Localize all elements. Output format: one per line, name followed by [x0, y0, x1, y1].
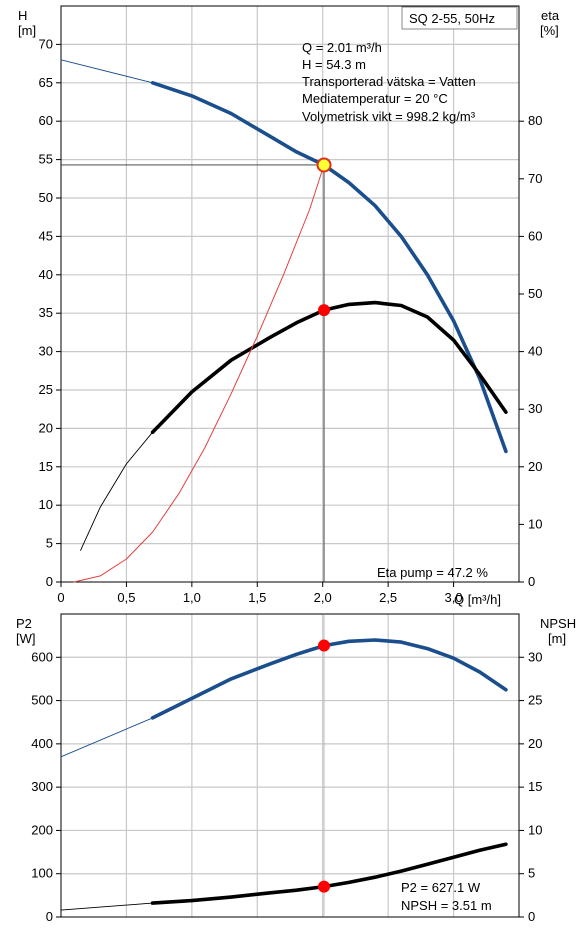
model-label-box — [401, 6, 518, 30]
series-line-3 — [150, 842, 508, 905]
top-grid — [61, 6, 519, 582]
right-tick-label: 80 — [528, 113, 542, 128]
bottom-plot-frame — [60, 613, 520, 918]
left-tick-label: 35 — [39, 305, 53, 320]
top-left-axis: 0 5 10 15 20 25 30 35 40 45 50 55 60 65 70 — [39, 36, 61, 589]
x-tick-label: 3,0 — [445, 590, 463, 605]
duty-point-marker — [316, 157, 332, 173]
left-tick-label: 20 — [39, 420, 53, 435]
npsh-axis-name: NPSH — [540, 616, 576, 631]
p2-readout: P2 = 627.1 W — [401, 880, 481, 895]
operating-point-marker — [318, 304, 331, 317]
left-tick-label: 400 — [31, 736, 53, 751]
h-axis-unit: [m] — [18, 23, 36, 38]
left-tick-label: 0 — [46, 574, 53, 589]
top-series — [60, 59, 508, 583]
x-tick-label: 0,5 — [117, 590, 135, 605]
x-tick-label: 1,5 — [248, 590, 266, 605]
left-tick-label: 300 — [31, 779, 53, 794]
series-line-2 — [80, 431, 154, 551]
info-line-h: H = 54.3 m — [302, 57, 366, 72]
bottom-right-axis: 0 5 10 15 20 25 30 — [519, 649, 542, 924]
info-line-q: Q = 2.01 m³/h — [302, 40, 382, 55]
right-tick-label: 10 — [528, 516, 542, 531]
series-line-0 — [60, 717, 154, 758]
bottom-grid — [61, 614, 519, 917]
eta-axis-unit: [%] — [540, 23, 559, 38]
right-tick-label: 0 — [528, 574, 535, 589]
right-tick-label: 50 — [528, 286, 542, 301]
left-tick-label: 10 — [39, 497, 53, 512]
h-axis-name: H — [18, 8, 27, 23]
series-line-1 — [150, 638, 508, 720]
left-tick-label: 15 — [39, 459, 53, 474]
npsh-readout: NPSH = 3.51 m — [401, 898, 492, 913]
operating-point-marker — [318, 880, 331, 893]
top-markers — [61, 157, 332, 582]
right-tick-label: 15 — [528, 779, 542, 794]
right-tick-label: 25 — [528, 693, 542, 708]
right-tick-label: 70 — [528, 171, 542, 186]
info-line-density: Volymetrisk vikt = 998.2 kg/m³ — [302, 109, 476, 124]
series-line-1 — [150, 81, 508, 454]
bottom-left-axis: 0 100 200 300 400 500 600 — [31, 649, 61, 924]
right-tick-label: 20 — [528, 459, 542, 474]
left-tick-label: 55 — [39, 152, 53, 167]
top-plot-frame — [60, 5, 520, 583]
left-tick-label: 40 — [39, 267, 53, 282]
top-x-axis: 0 0,5 1,0 1,5 2,0 2,5 3,0 — [57, 582, 463, 605]
eta-pump-readout: Eta pump = 47.2 % — [377, 565, 488, 580]
info-line-liquid: Transporterad vätska = Vatten — [302, 74, 476, 89]
left-tick-label: 65 — [39, 75, 53, 90]
x-tick-label: 1,0 — [183, 590, 201, 605]
right-tick-label: 60 — [528, 228, 542, 243]
model-label: SQ 2-55, 50Hz — [409, 11, 495, 26]
p2-axis-name: P2 — [16, 616, 32, 631]
left-tick-label: 50 — [39, 190, 53, 205]
x-axis-label: Q [m³/h] — [454, 592, 501, 607]
bottom-markers — [318, 614, 331, 917]
right-tick-label: 40 — [528, 344, 542, 359]
left-tick-label: 70 — [39, 36, 53, 51]
right-tick-label: 30 — [528, 401, 542, 416]
x-tick-label: 2,5 — [379, 590, 397, 605]
right-tick-label: 20 — [528, 736, 542, 751]
left-tick-label: 5 — [46, 536, 53, 551]
series-line-2 — [60, 902, 154, 911]
left-tick-label: 100 — [31, 866, 53, 881]
right-tick-label: 0 — [528, 909, 535, 924]
left-tick-label: 0 — [46, 909, 53, 924]
series-line-3 — [150, 300, 508, 435]
info-line-temperature: Mediatemperatur = 20 °C — [302, 91, 448, 106]
top-right-axis: 0 10 20 30 40 50 60 70 80 — [519, 113, 542, 589]
series-line-0 — [60, 59, 154, 84]
x-tick-label: 2,0 — [314, 590, 332, 605]
series-line-4 — [73, 164, 325, 583]
npsh-axis-unit: [m] — [548, 631, 566, 646]
x-tick-label: 0 — [57, 590, 64, 605]
right-tick-label: 10 — [528, 822, 542, 837]
left-tick-label: 200 — [31, 822, 53, 837]
operating-point-marker — [318, 639, 331, 652]
p2-axis-unit: [W] — [16, 631, 36, 646]
right-tick-label: 5 — [528, 866, 535, 881]
left-tick-label: 25 — [39, 382, 53, 397]
head-efficiency-panel: 0 5 10 15 20 25 30 35 40 45 50 55 60 65 70 0 10 20 30 40 50… — [18, 5, 560, 607]
bottom-series — [60, 638, 508, 911]
eta-axis-name: eta — [541, 8, 560, 23]
left-tick-label: 600 — [31, 649, 53, 664]
left-tick-label: 45 — [39, 228, 53, 243]
left-tick-label: 500 — [31, 693, 53, 708]
right-tick-label: 30 — [528, 649, 542, 664]
left-tick-label: 60 — [39, 113, 53, 128]
left-tick-label: 30 — [39, 344, 53, 359]
